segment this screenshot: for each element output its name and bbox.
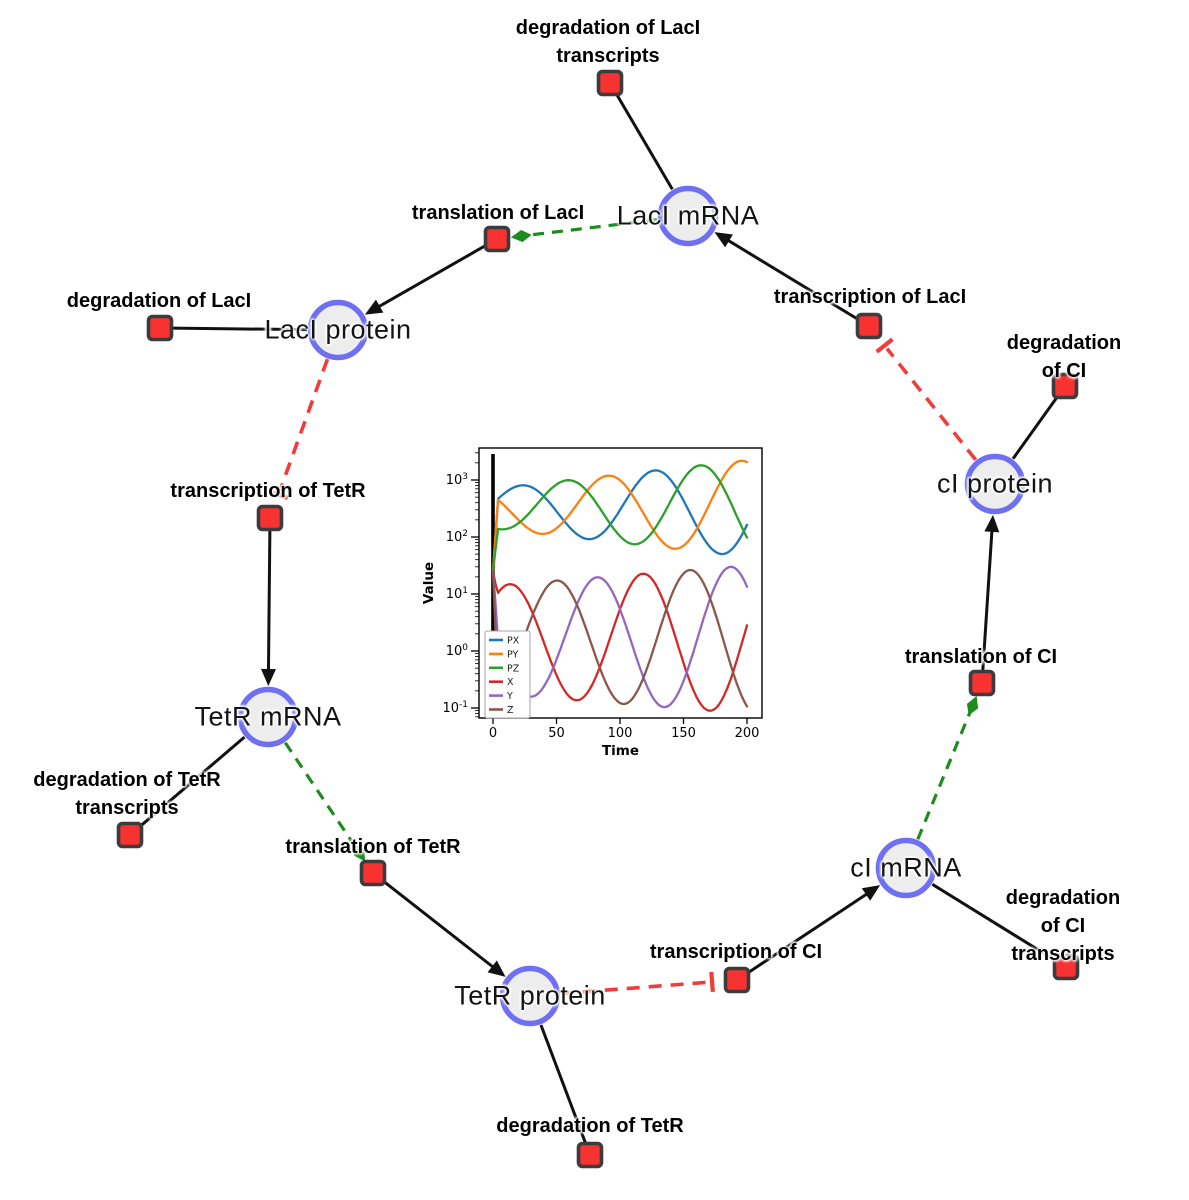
edge-cI_protein-transc_lacI (885, 347, 978, 461)
species-node-tetR_protein[interactable] (499, 965, 561, 1027)
series-line-PY (491, 459, 749, 573)
edge-lacI_mRNA-transl_lacI (526, 218, 658, 238)
reaction-node-deg_cI[interactable] (1051, 372, 1079, 400)
reaction-node-deg_tetR_tr[interactable] (116, 821, 144, 849)
x-tick-label: 50 (548, 726, 565, 741)
edge-tetR_mRNA-transl_tetR-arrowhead (353, 843, 366, 862)
species-node-cI_protein[interactable] (964, 453, 1026, 515)
edge-transc_cI-cI_mRNA-arrowhead (861, 885, 881, 901)
species-node-tetR_mRNA[interactable] (237, 686, 299, 748)
reaction-node-transl_tetR[interactable] (359, 859, 387, 887)
edge-cI_mRNA-transl_cI-arrowhead (966, 695, 979, 716)
chart-legend: PX PY PZ XYZ (484, 630, 531, 719)
legend-entry-label: PZ (507, 663, 520, 674)
reaction-node-transl_lacI[interactable] (483, 225, 511, 253)
x-tick-label: 0 (489, 726, 497, 741)
edge-transl_lacI-lacI_protein (376, 244, 487, 309)
edge-tetR_protein-transc_cI (560, 980, 709, 996)
edge-tetR_protein-transc_cI-inhibit-bar (709, 971, 715, 993)
edges-layer (138, 93, 1059, 1144)
edge-transc_cI-cI_mRNA (747, 891, 870, 975)
reaction-node-transl_cI[interactable] (968, 669, 996, 697)
edge-lacI_mRNA-deg_lacI_tr (615, 93, 674, 191)
edge-transl_cI-cI_protein-arrowhead (984, 514, 1000, 533)
legend-entry-label: PY (507, 649, 519, 660)
reaction-node-transc_tetR[interactable] (256, 504, 284, 532)
edge-transl_tetR-tetR_protein (382, 879, 496, 970)
series-line-PZ (491, 464, 749, 573)
species-node-lacI_protein[interactable] (307, 299, 369, 361)
series-line-Y (491, 565, 749, 709)
reaction-node-deg_cI_tr[interactable] (1052, 953, 1080, 981)
reaction-node-deg_tetR[interactable] (576, 1141, 604, 1169)
reaction-node-transc_cI[interactable] (723, 966, 751, 994)
edge-lacI_protein-transc_tetR-inhibit-bar (268, 489, 289, 500)
edge-lacI_mRNA-transl_lacI-arrowhead (510, 230, 532, 242)
edge-cI_mRNA-deg_cI_tr (931, 883, 1056, 962)
x-tick-label: 100 (608, 726, 633, 741)
series-line-Z (491, 568, 749, 708)
nodes-layer (116, 69, 1080, 1169)
edge-tetR_mRNA-deg_tetR_tr (138, 736, 246, 828)
edge-lacI_protein-transc_tetR (278, 358, 330, 492)
edge-cI_protein-deg_cI (1011, 395, 1059, 460)
legend-entry-label: Y (506, 691, 513, 702)
edge-transl_cI-cI_protein (981, 528, 994, 671)
x-tick-label: 200 (735, 726, 760, 741)
y-axis-title: Value (421, 562, 437, 604)
edge-transc_tetR-tetR_mRNA (266, 530, 272, 673)
legend-entry-label: X (507, 677, 514, 688)
edge-cI_protein-transc_lacI-inhibit-bar (875, 337, 894, 354)
edge-cI_mRNA-transl_cI (916, 710, 973, 840)
series-line-PX (491, 469, 749, 573)
reaction-node-deg_lacI_tr[interactable] (596, 69, 624, 97)
reaction-node-deg_lacI[interactable] (146, 314, 174, 342)
edge-transc_lacI-lacI_mRNA-arrowhead (714, 232, 733, 248)
edge-transl_lacI-lacI_protein-arrowhead (364, 299, 384, 315)
edge-transc_tetR-tetR_mRNA-arrowhead (260, 668, 276, 687)
edge-transl_tetR-tetR_protein-arrowhead (487, 960, 506, 977)
species-node-lacI_mRNA[interactable] (657, 185, 719, 247)
legend-entry-label: PX (507, 636, 520, 647)
edge-transc_lacI-lacI_mRNA (725, 238, 859, 321)
legend-entry-label: Z (507, 705, 514, 716)
edge-lacI_protein-deg_lacI (172, 326, 308, 332)
edge-tetR_protein-deg_tetR (539, 1024, 587, 1144)
x-axis-title: Time (602, 743, 639, 759)
reaction-node-transc_lacI[interactable] (855, 312, 883, 340)
species-node-cI_mRNA[interactable] (875, 837, 937, 899)
edge-tetR_mRNA-transl_tetR (283, 741, 358, 850)
x-tick-label: 150 (671, 726, 696, 741)
